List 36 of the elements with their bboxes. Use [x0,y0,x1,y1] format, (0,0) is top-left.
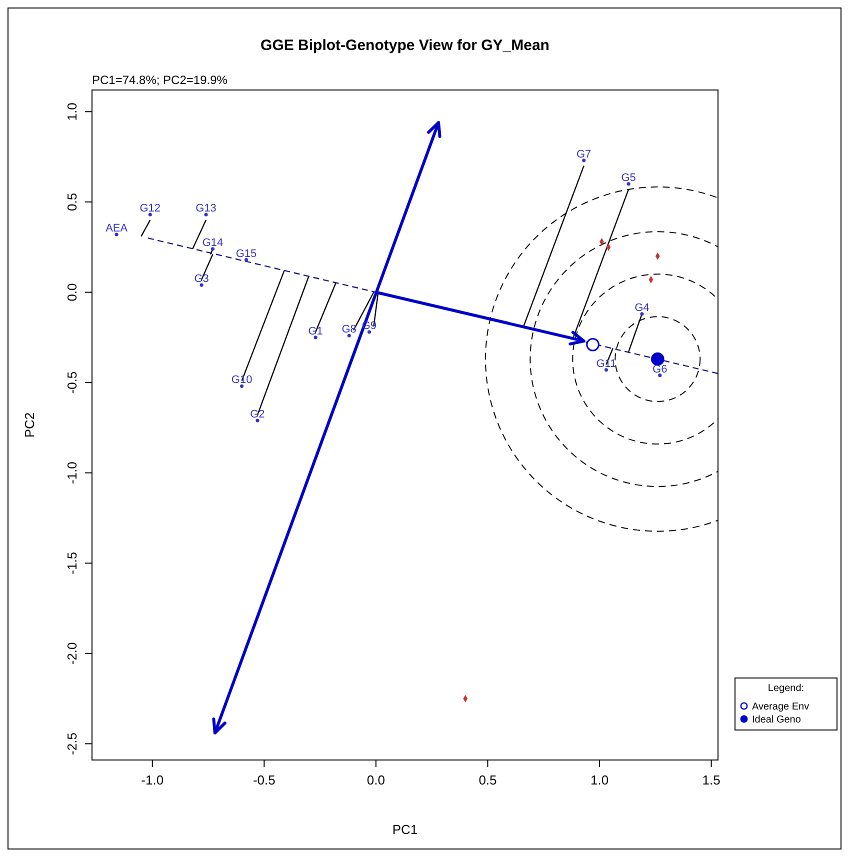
data-label: G12 [140,202,161,215]
data-label: G13 [196,202,216,215]
x-tick-label: 1.5 [702,772,720,788]
chart-subtitle: PC1=74.8%; PC2=19.9% [92,73,228,87]
data-label: G1 [308,325,323,338]
data-label: G8 [342,324,356,336]
x-axis-title: PC1 [392,822,418,837]
y-tick-label: -2.0 [64,642,80,665]
y-tick-label: -0.5 [64,371,80,394]
data-label: G11 [596,358,616,370]
legend-title: Legend: [768,683,804,694]
data-label: G14 [202,236,224,249]
y-tick-label: -1.0 [64,462,80,484]
legend-label: Average Env [752,702,810,712]
data-label: AEA [106,222,128,234]
x-tick-label: 0.0 [366,772,385,788]
data-label: G2 [250,408,265,420]
x-tick-label: 0.5 [478,772,497,788]
y-tick-label: -2.5 [64,732,80,755]
y-tick-label: 0.5 [64,192,80,212]
y-tick-label: -1.5 [64,552,80,574]
legend-label: Ideal Geno [752,714,802,726]
x-tick-label: 1.0 [590,772,609,788]
x-tick-label: -0.5 [252,772,276,788]
data-label: G15 [236,248,257,260]
data-label: G6 [652,363,668,376]
data-label: G4 [634,302,650,314]
x-tick-label: -1.0 [141,772,164,788]
chart-title: GGE Biplot-Genotype View for GY_Mean [260,37,550,54]
data-label: G7 [576,148,592,160]
y-tick-label: 1.0 [64,102,80,121]
data-label: G10 [231,374,252,386]
y-tick-label: 0.0 [64,283,80,302]
y-axis-title: PC2 [22,412,37,438]
data-label: G5 [621,172,636,184]
data-label: G3 [194,273,209,286]
